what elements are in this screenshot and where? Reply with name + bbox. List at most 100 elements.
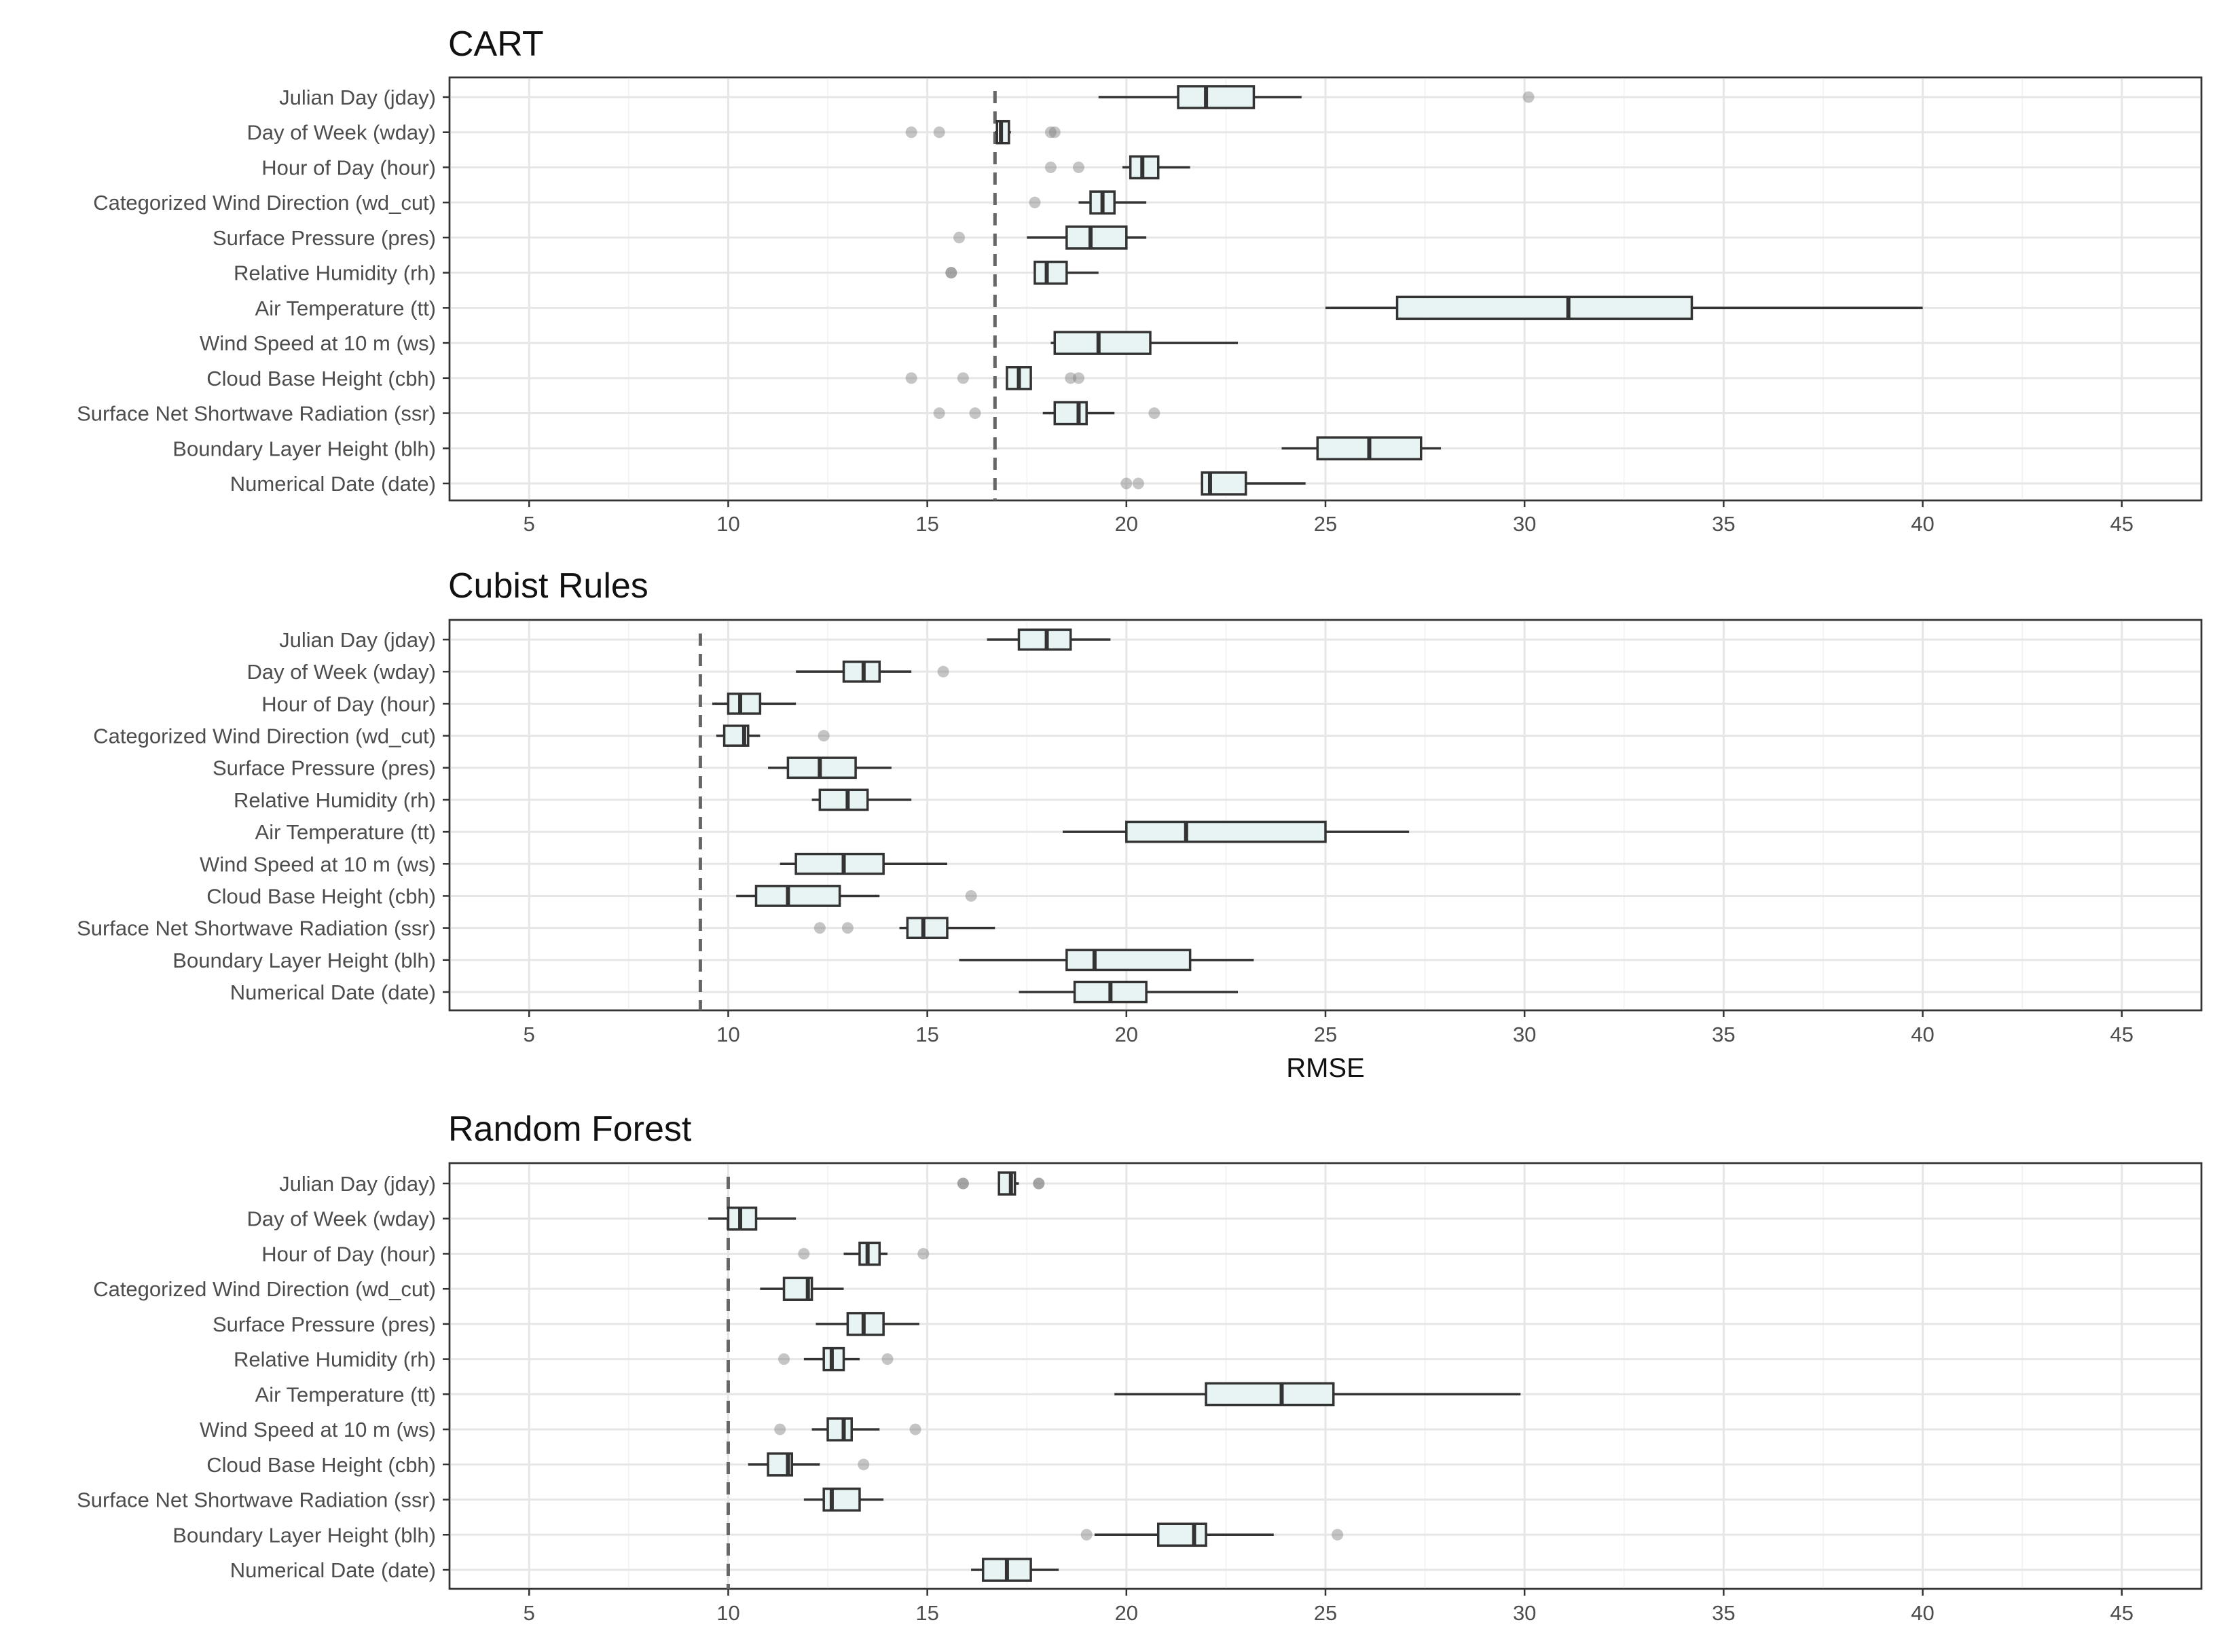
y-tick-label: Julian Day (jday): [279, 86, 436, 109]
y-tick-label: Categorized Wind Direction (wd_cut): [93, 724, 436, 748]
box-8: [774, 1417, 921, 1442]
box-iqr: [1125, 820, 1327, 843]
box-12: [1019, 980, 1238, 1004]
outlier-point: [1080, 1528, 1093, 1541]
panel-border: [448, 1162, 2203, 1590]
x-tick-label: 20: [1115, 1023, 1138, 1046]
box-12: [971, 1558, 1059, 1582]
box-6: [778, 1346, 894, 1372]
x-tick-label: 10: [716, 1023, 739, 1046]
y-tick-label: Julian Day (jday): [279, 1172, 436, 1196]
outlier-point: [957, 1177, 969, 1190]
y-tick-label: Relative Humidity (rh): [234, 788, 436, 812]
x-axis-title: RMSE: [1286, 1053, 1365, 1083]
box-4: [716, 724, 830, 747]
x-tick-label: 20: [1115, 512, 1138, 536]
y-tick-label: Surface Net Shortwave Radiation (ssr): [77, 917, 436, 940]
outlier-point: [1065, 372, 1077, 384]
x-tick-label: 45: [2110, 1601, 2133, 1625]
box-9: [905, 366, 1084, 390]
x-tick-label: 30: [1513, 512, 1536, 536]
y-tick-label: Numerical Date (date): [230, 472, 436, 496]
outlier-point: [905, 126, 917, 139]
box-5: [953, 225, 1147, 250]
panel-1: CART 5 10 15 20 25 30 35 40 45 Julian Day (jday) Da…: [77, 24, 2203, 536]
y-tick-label: Categorized Wind Direction (wd_cut): [93, 191, 436, 215]
y-tick-label: Wind Speed at 10 m (ws): [200, 331, 436, 355]
y-tick-label: Hour of Day (hour): [261, 692, 436, 716]
x-tick-label: 30: [1513, 1023, 1536, 1046]
box-1: [1098, 85, 1535, 109]
x-tick-label: 35: [1712, 512, 1735, 536]
outlier-point: [1029, 196, 1041, 208]
y-tick-label: Relative Humidity (rh): [234, 1348, 436, 1372]
box-iqr: [1156, 1522, 1207, 1547]
box-3: [712, 692, 797, 715]
y-tick-label: Surface Pressure (pres): [213, 1313, 436, 1336]
box-iqr: [1053, 401, 1088, 426]
x-tick-label: 25: [1314, 1023, 1337, 1046]
outlier-point: [933, 126, 945, 139]
y-tick-label: Air Temperature (tt): [255, 1382, 436, 1406]
y-tick-label: Day of Week (wday): [246, 1207, 436, 1231]
x-tick-label: 25: [1314, 1601, 1337, 1625]
outlier-point: [858, 1458, 870, 1471]
x-tick-label: 10: [716, 1601, 739, 1625]
x-tick-label: 35: [1712, 1601, 1735, 1625]
y-tick-label: Relative Humidity (rh): [234, 261, 436, 285]
y-tick-label: Cloud Base Height (cbh): [206, 367, 436, 390]
outlier-point: [945, 267, 957, 279]
y-tick-label: Boundary Layer Height (blh): [172, 1523, 436, 1547]
box-7: [1063, 820, 1410, 843]
outlier-point: [1148, 407, 1160, 420]
y-tick-label: Surface Net Shortwave Radiation (ssr): [77, 1488, 436, 1512]
outlier-point: [957, 372, 969, 384]
box-3: [798, 1241, 930, 1266]
box-iqr: [906, 917, 949, 940]
outlier-point: [1033, 1177, 1045, 1190]
x-tick-label: 15: [915, 1601, 938, 1625]
x-tick-label: 45: [2110, 512, 2133, 536]
x-tick-label: 10: [716, 512, 739, 536]
box-6: [945, 260, 1099, 285]
box-7: [1325, 295, 1923, 320]
box-9: [736, 885, 977, 907]
panel-3: Random Forest 5 10 15 20 25 30 35 40 45 Julian Day…: [77, 1109, 2203, 1625]
y-tick-label: Wind Speed at 10 m (ws): [200, 1418, 436, 1442]
x-tick-label: 20: [1115, 1601, 1138, 1625]
panel-title: Cubist Rules: [448, 566, 648, 606]
outlier-point: [1044, 126, 1057, 139]
y-tick-label: Surface Pressure (pres): [213, 756, 436, 780]
y-tick-label: Cloud Base Height (cbh): [206, 1453, 436, 1477]
box-iqr: [794, 852, 885, 875]
outlier-point: [1132, 477, 1144, 490]
box-iqr: [1053, 331, 1152, 355]
box-1: [987, 628, 1111, 651]
y-tick-label: Boundary Layer Height (blh): [172, 949, 436, 972]
outlier-point: [1522, 91, 1535, 103]
box-2: [708, 1206, 797, 1231]
x-tick-label: 5: [524, 1601, 535, 1625]
outlier-point: [1044, 161, 1057, 173]
y-tick-label: Categorized Wind Direction (wd_cut): [93, 1277, 436, 1301]
box-3: [1044, 155, 1190, 180]
outlier-point: [881, 1353, 894, 1365]
box-10: [803, 1487, 884, 1512]
box-iqr: [1065, 225, 1128, 250]
outlier-point: [798, 1247, 810, 1260]
outlier-point: [965, 889, 977, 902]
outlier-point: [1048, 126, 1061, 139]
box-6: [811, 788, 912, 811]
box-iqr: [1033, 260, 1068, 285]
y-tick-label: Day of Week (wday): [246, 121, 436, 145]
x-tick-label: 40: [1911, 1601, 1934, 1625]
outlier-point: [774, 1423, 786, 1435]
panel-2: Cubist Rules 5 10 15 20 25 30 35 40 45 Julian Day …: [77, 566, 2203, 1046]
panel-title: CART: [448, 24, 544, 64]
box-iqr: [1395, 295, 1694, 320]
box-8: [780, 852, 947, 875]
panel-border: [448, 619, 2203, 1012]
x-tick-label: 15: [915, 512, 938, 536]
box-iqr: [818, 788, 869, 811]
